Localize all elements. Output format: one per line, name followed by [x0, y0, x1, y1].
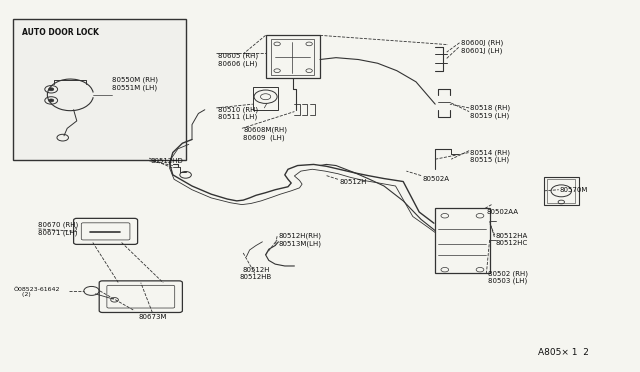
Text: 80512H
80512HB: 80512H 80512HB: [240, 267, 272, 280]
Bar: [271, 39, 314, 75]
Bar: [13, 19, 186, 160]
Text: 80512HA
80512HC: 80512HA 80512HC: [496, 234, 528, 246]
Text: 80550M (RH)
80551M (LH): 80550M (RH) 80551M (LH): [112, 77, 158, 91]
Bar: [266, 35, 320, 78]
Text: 80512H: 80512H: [339, 179, 367, 185]
Text: 80502AA: 80502AA: [486, 209, 518, 215]
Text: 80600J (RH)
80601J (LH): 80600J (RH) 80601J (LH): [461, 39, 503, 54]
Text: 80608M(RH)
80609  (LH): 80608M(RH) 80609 (LH): [243, 127, 287, 141]
Text: 80570M: 80570M: [560, 187, 588, 193]
Text: 80670 (RH)
80671 (LH): 80670 (RH) 80671 (LH): [38, 222, 79, 236]
Bar: [547, 179, 575, 203]
Circle shape: [49, 88, 54, 91]
Text: 80512H(RH)
80513M(LH): 80512H(RH) 80513M(LH): [278, 233, 321, 247]
Text: AUTO DOOR LOCK: AUTO DOOR LOCK: [22, 28, 99, 37]
Text: 80605 (RH)
80606 (LH): 80605 (RH) 80606 (LH): [218, 52, 258, 67]
Text: 80514 (RH)
80515 (LH): 80514 (RH) 80515 (LH): [470, 149, 511, 163]
Text: A805× 1  2: A805× 1 2: [538, 348, 588, 357]
Text: Õ08523-61642
    (2): Õ08523-61642 (2): [14, 286, 61, 298]
Bar: [544, 177, 579, 205]
Text: 80518 (RH)
80519 (LH): 80518 (RH) 80519 (LH): [470, 105, 511, 119]
Text: 80502 (RH)
80503 (LH): 80502 (RH) 80503 (LH): [488, 270, 528, 284]
Text: 80502A: 80502A: [422, 176, 449, 182]
Bar: [253, 87, 278, 110]
Circle shape: [49, 99, 54, 102]
Text: 80673M: 80673M: [138, 314, 166, 320]
Text: 80510 (RH)
80511 (LH): 80510 (RH) 80511 (LH): [218, 106, 258, 121]
Bar: [435, 208, 490, 273]
Text: 80512HD: 80512HD: [150, 158, 183, 164]
